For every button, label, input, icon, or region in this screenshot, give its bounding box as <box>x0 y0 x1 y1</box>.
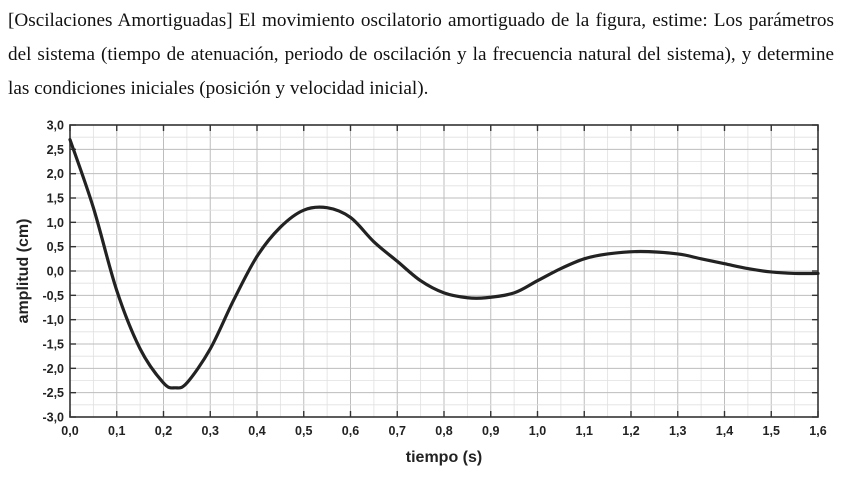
x-tick-label: 0,2 <box>155 424 172 438</box>
axis-ticks <box>69 124 819 418</box>
y-tick-label: -2,5 <box>42 386 64 400</box>
damped-oscillation-chart: 0,0 0,1 0,2 0,3 0,4 0,5 0,6 0,7 0,8 0,9 1,0 1,1 1,2 1… <box>15 119 827 467</box>
x-tick-label: 1,1 <box>576 424 593 438</box>
problem-text: [Oscilaciones Amortiguadas] El movimient… <box>8 10 834 99</box>
x-tick-label: 0,4 <box>248 424 265 438</box>
y-tick-label: 2,5 <box>47 143 64 157</box>
y-tick-label: 1,0 <box>47 216 64 230</box>
x-tick-label: 1,4 <box>716 424 733 438</box>
y-tick-label: 0,0 <box>47 265 64 279</box>
x-tick-label: 0,9 <box>482 424 499 438</box>
x-tick-label: 1,6 <box>809 424 826 438</box>
y-tick-label: -3,0 <box>42 411 64 425</box>
x-tick-label: 0,5 <box>295 424 312 438</box>
chart-grid <box>69 124 819 418</box>
x-axis-title: tiempo (s) <box>406 449 482 466</box>
amplitude-curve <box>68 138 820 390</box>
y-tick-label: 2,0 <box>47 167 64 181</box>
problem-statement: [Oscilaciones Amortiguadas] El movimient… <box>8 4 834 106</box>
x-tick-label: 1,2 <box>622 424 639 438</box>
x-tick-label: 1,5 <box>763 424 780 438</box>
y-tick-labels: 3,0 2,5 2,0 1,5 1,0 0,5 0,0 -0,5 -1,0 -1,5 -2,0 -2,… <box>42 119 64 425</box>
y-tick-label: -2,0 <box>42 362 64 376</box>
x-tick-label: 0,8 <box>435 424 452 438</box>
x-tick-label: 0,7 <box>389 424 406 438</box>
y-tick-label: 3,0 <box>47 119 64 133</box>
x-tick-label: 0,6 <box>342 424 359 438</box>
y-tick-label: -1,0 <box>42 313 64 327</box>
x-tick-label: 0,1 <box>108 424 125 438</box>
y-tick-label: 1,5 <box>47 192 64 206</box>
y-tick-label: 0,5 <box>47 240 64 254</box>
y-tick-label: -0,5 <box>42 289 64 303</box>
x-tick-label: 0,3 <box>202 424 219 438</box>
x-tick-label: 1,0 <box>529 424 546 438</box>
x-tick-label: 0,0 <box>61 424 78 438</box>
y-tick-label: -1,5 <box>42 338 64 352</box>
x-tick-label: 1,3 <box>669 424 686 438</box>
y-axis-title: amplitud (cm) <box>15 219 32 324</box>
x-tick-labels: 0,0 0,1 0,2 0,3 0,4 0,5 0,6 0,7 0,8 0,9 1,0 1,1 1,2 1… <box>61 424 826 438</box>
